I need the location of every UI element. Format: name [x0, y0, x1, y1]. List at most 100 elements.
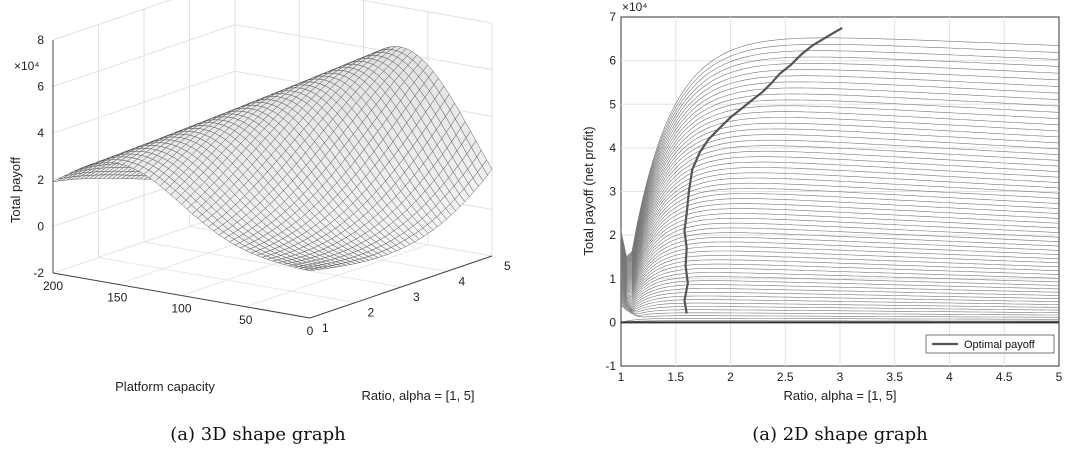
payoff-curve	[620, 259, 1060, 297]
line-plot-2d: 1 1.5 2 2.5 3 3.5 4 4.5 5 -1 0 1 2 3 4 5 6 7 ×10⁴ Total p…	[581, 0, 1063, 445]
optimal-payoff-line	[683, 26, 843, 314]
payoff-curve	[620, 69, 1060, 263]
caption-3d: (a) 3D shape graph	[170, 424, 346, 445]
ratio-tick-label: 3	[413, 290, 420, 304]
legend-box	[925, 334, 1055, 354]
payoff-curve	[620, 268, 1060, 300]
payoff-curve	[620, 284, 1060, 306]
capacity-tick-label: 150	[107, 290, 127, 304]
payoff-curve	[620, 299, 1059, 312]
z-exponent-label: ×10⁴	[14, 59, 40, 73]
x-axis-label: Ratio, alpha = [1, 5]	[783, 388, 896, 403]
ratio-tick-label: 5	[504, 259, 511, 273]
capacity-axis-label: Platform capacity	[115, 379, 215, 394]
payoff-curve	[620, 172, 1060, 280]
payoff-curve	[620, 301, 1059, 313]
payoff-curve	[620, 255, 1060, 296]
payoff-curve	[620, 203, 1060, 285]
payoff-curve	[620, 134, 1060, 273]
ratio-axis-label: Ratio, alpha = [1, 5]	[361, 388, 474, 403]
x-tick-label: 3	[837, 370, 844, 384]
payoff-curve	[620, 50, 1060, 260]
x-tick-label: 4.5	[996, 370, 1013, 384]
payoff-curve	[620, 303, 1060, 316]
payoff-curve	[620, 145, 1060, 275]
payoff-curve	[620, 111, 1060, 269]
payoff-curve	[620, 37, 1060, 258]
payoff-curve	[620, 63, 1060, 262]
legend: Optimal payoff	[925, 334, 1055, 354]
payoff-curve	[620, 198, 1060, 284]
z-axis-label: Total payoff	[8, 156, 23, 223]
payoff-curve	[620, 320, 1059, 323]
capacity-tick-label: 0	[307, 324, 314, 338]
payoff-curve	[620, 276, 1060, 303]
payoff-curve	[620, 227, 1060, 290]
tick-labels-2d: 1 1.5 2 2.5 3 3.5 4 4.5 5 -1 0 1 2 3 4 5 6 7	[605, 10, 1062, 384]
x-tick-label: 1	[618, 370, 625, 384]
payoff-curve	[620, 117, 1060, 270]
payoff-curve	[620, 292, 1060, 309]
payoff-curve	[620, 288, 1060, 308]
x-tick-label: 2	[727, 370, 734, 384]
x-tick-label: 5	[1056, 370, 1063, 384]
caption-2d: (a) 2D shape graph	[752, 424, 928, 445]
payoff-curve	[620, 93, 1060, 266]
z-tick-label: 0	[37, 219, 44, 233]
x-tick-label: 4	[946, 370, 953, 384]
z-tick-label: 4	[37, 126, 44, 140]
payoff-curve	[620, 318, 1059, 323]
z-tick-label: 6	[37, 80, 44, 94]
capacity-tick-label: 100	[171, 302, 191, 316]
y-tick-label: 7	[609, 10, 616, 24]
payoff-curve	[620, 298, 1060, 311]
payoff-curve	[620, 44, 1060, 259]
legend-entry-optimal-payoff: Optimal payoff	[964, 339, 1036, 351]
y-tick-label: -1	[605, 359, 616, 373]
x-tick-label: 2.5	[777, 370, 794, 384]
payoff-curve	[620, 241, 1060, 293]
x-tick-label: 3.5	[886, 370, 903, 384]
payoff-curve	[620, 250, 1060, 295]
payoff-curve	[620, 237, 1060, 292]
y-tick-label: 5	[609, 97, 616, 111]
payoff-curve	[620, 213, 1060, 287]
surface-cell	[52, 177, 64, 183]
payoff-curve	[620, 139, 1060, 274]
payoff-curve	[620, 218, 1060, 288]
capacity-tick-label: 50	[239, 313, 253, 327]
payoff-curve	[620, 122, 1060, 271]
capacity-tick-label: 200	[43, 279, 63, 293]
payoff-curve	[620, 188, 1060, 282]
y-exponent-label: ×10⁴	[622, 0, 648, 14]
y-axis-label: Total payoff (net profit)	[581, 126, 596, 255]
payoff-curve	[620, 280, 1060, 305]
payoff-curve	[620, 75, 1060, 264]
optimal-payoff-series	[683, 26, 843, 314]
payoff-curve	[620, 305, 1059, 318]
z-tick-label: 2	[37, 173, 44, 187]
payoff-curve	[620, 272, 1060, 302]
payoff-curve-family	[620, 37, 1060, 324]
x-tick-label: 1.5	[667, 370, 684, 384]
payoff-curve	[620, 182, 1060, 282]
payoff-curve	[620, 105, 1060, 268]
y-tick-label: 1	[609, 272, 616, 286]
payoff-curve	[620, 87, 1060, 266]
payoff-curve	[620, 81, 1060, 265]
payoff-curve	[620, 177, 1060, 281]
payoff-curve	[620, 56, 1060, 261]
y-tick-label: 2	[609, 228, 616, 242]
payoff-curve	[620, 99, 1060, 267]
z-tick-label: 8	[37, 33, 44, 47]
surface-mesh	[52, 46, 493, 271]
ratio-tick-label: 2	[368, 306, 375, 320]
z-tick-label: -2	[33, 266, 44, 280]
payoff-curve	[620, 167, 1060, 279]
ratio-tick-label: 1	[322, 321, 329, 335]
payoff-curve	[620, 161, 1060, 278]
payoff-curve	[620, 295, 1060, 310]
